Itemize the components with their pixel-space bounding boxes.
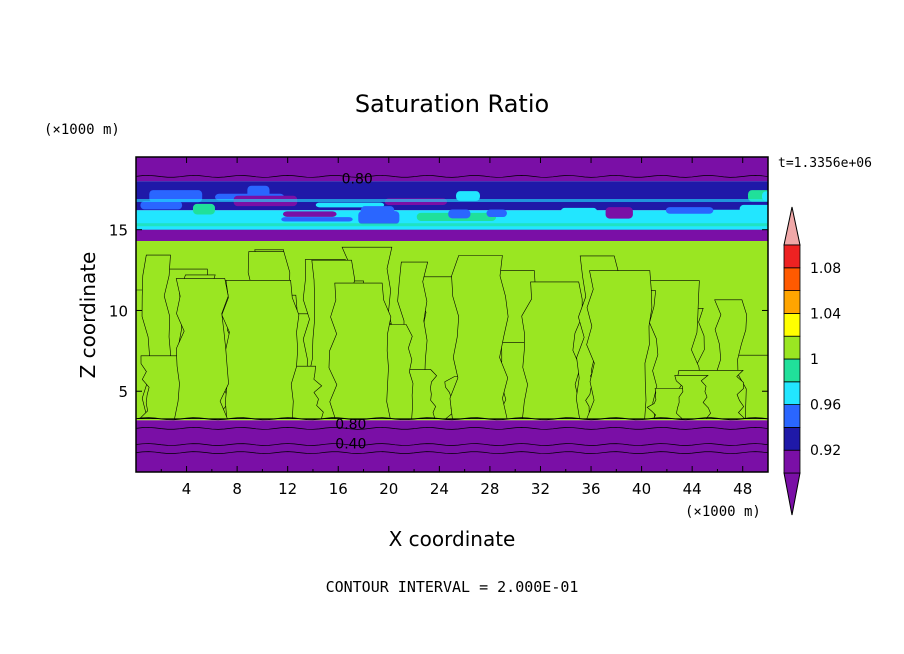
contour-interval-footer: CONTOUR INTERVAL = 2.000E-01 <box>326 578 579 596</box>
colorbar-segment <box>783 358 801 383</box>
x-tick-label: 12 <box>278 480 297 498</box>
y-tick-label: 5 <box>118 383 128 401</box>
colorbar-segment <box>783 404 801 428</box>
x-tick-label: 4 <box>182 480 192 498</box>
colorbar: 1.08 1.04 1 0.96 0.92 <box>783 206 841 516</box>
colorbar-segment <box>783 290 801 314</box>
moist-streak <box>136 223 768 227</box>
y-tick-label: 10 <box>109 302 128 320</box>
y-unit-label: (×1000 m) <box>44 122 120 138</box>
contour-line <box>136 443 768 446</box>
colorbar-segment <box>783 244 801 269</box>
y-axis-title: Z coordinate <box>76 252 100 379</box>
moist-patch <box>281 217 353 222</box>
moist-patch <box>665 207 714 214</box>
moist-patch <box>739 204 768 214</box>
colorbar-label: 0.92 <box>810 443 841 459</box>
colorbar-segment <box>783 312 801 337</box>
chart-title: Saturation Ratio <box>355 90 549 118</box>
moist-patch <box>605 207 633 219</box>
moist-patch <box>448 209 471 219</box>
time-label: t=1.3356e+06 <box>778 156 872 171</box>
contour-labels: 0.80 0.80 0.40 <box>335 172 373 453</box>
x-tick-label: 16 <box>329 480 348 498</box>
colorbar-segment <box>783 449 801 474</box>
plume-region <box>174 278 229 419</box>
colorbar-over-arrow <box>783 206 801 246</box>
colorbar-label: 1.08 <box>810 261 841 277</box>
moist-patch <box>456 191 480 201</box>
plume-region <box>221 279 300 419</box>
moist-patch <box>486 209 507 218</box>
colorbar-segment <box>783 267 801 291</box>
moist-patch <box>192 203 215 215</box>
x-tick-label: 40 <box>632 480 651 498</box>
plume-region <box>674 375 711 419</box>
x-tick-label: 20 <box>379 480 398 498</box>
contour-label: 0.40 <box>335 437 366 453</box>
plume-region <box>328 282 392 419</box>
x-tick-label: 36 <box>581 480 600 498</box>
x-axis-title: X coordinate <box>389 527 516 551</box>
moist-streak <box>136 199 768 202</box>
x-tick-label: 24 <box>430 480 449 498</box>
contour-line <box>136 417 768 421</box>
contour-label: 0.80 <box>342 172 373 188</box>
x-tick-label: 32 <box>531 480 550 498</box>
x-tick-label: 44 <box>683 480 702 498</box>
contour-label: 0.80 <box>335 417 366 433</box>
colorbar-segment <box>783 426 801 451</box>
moist-patch <box>560 207 598 222</box>
plume-region <box>586 270 653 419</box>
colorbar-segment <box>783 381 801 405</box>
field-band <box>136 420 768 472</box>
contour-line <box>136 175 768 178</box>
contour-line <box>136 451 768 454</box>
x-tick-label: 8 <box>232 480 242 498</box>
x-tick-label: 48 <box>733 480 752 498</box>
plume-region <box>521 281 583 419</box>
x-unit-label: (×1000 m) <box>685 504 761 520</box>
moist-patch <box>360 206 395 218</box>
moist-patch <box>282 211 337 217</box>
moist-patch <box>140 201 183 210</box>
dry-streak <box>136 229 768 241</box>
plume-region <box>449 255 509 419</box>
y-tick-label: 15 <box>109 222 128 240</box>
colorbar-label: 0.96 <box>810 398 841 414</box>
moist-patch <box>762 191 768 202</box>
saturation-field <box>136 157 768 472</box>
x-tick-label: 28 <box>480 480 499 498</box>
x-axis: 4 8 12 16 20 24 28 32 36 40 44 48 <box>160 157 752 498</box>
colorbar-label: 1.04 <box>810 306 841 322</box>
moist-patch <box>315 202 385 208</box>
colorbar-under-arrow <box>783 472 801 516</box>
colorbar-segment <box>783 335 801 360</box>
colorbar-label: 1 <box>810 352 819 368</box>
y-axis: 5 10 15 <box>109 222 768 401</box>
contour-line <box>136 427 768 430</box>
plot-frame <box>135 156 769 473</box>
